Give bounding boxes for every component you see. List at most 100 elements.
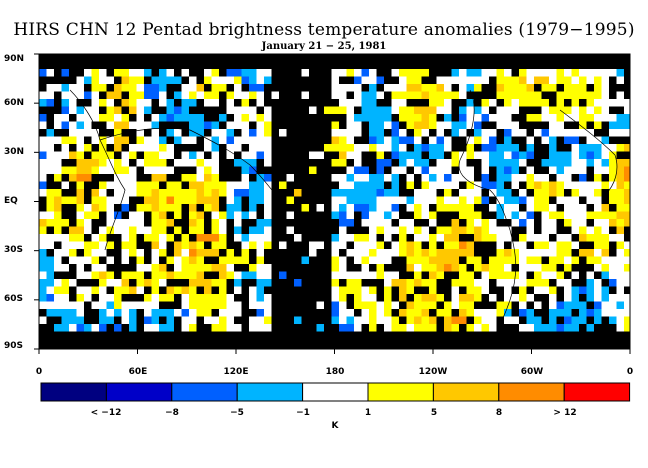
anomaly-cell — [556, 181, 564, 189]
anomaly-cell — [571, 136, 579, 144]
anomaly-cell — [249, 196, 257, 204]
anomaly-cell — [444, 264, 452, 272]
anomaly-cell — [39, 136, 47, 144]
anomaly-cell — [601, 159, 609, 167]
anomaly-cell — [466, 114, 474, 122]
anomaly-cell — [504, 301, 512, 309]
anomaly-cell — [586, 279, 594, 287]
anomaly-cell — [421, 69, 429, 77]
anomaly-cell — [159, 324, 167, 332]
anomaly-cell — [76, 211, 84, 219]
anomaly-cell — [69, 324, 77, 332]
anomaly-cell — [174, 114, 182, 122]
anomaly-cell — [444, 181, 452, 189]
anomaly-cell — [346, 211, 354, 219]
anomaly-cell — [76, 204, 84, 212]
anomaly-cell — [444, 84, 452, 92]
anomaly-cell — [594, 91, 602, 99]
anomaly-cell — [444, 256, 452, 264]
anomaly-cell — [594, 174, 602, 182]
anomaly-cell — [541, 84, 549, 92]
anomaly-cell — [39, 91, 47, 99]
anomaly-cell — [564, 174, 572, 182]
anomaly-cell — [489, 114, 497, 122]
anomaly-cell — [196, 294, 204, 302]
anomaly-cell — [459, 226, 467, 234]
anomaly-cell — [181, 196, 189, 204]
anomaly-cell — [361, 264, 369, 272]
anomaly-cell — [136, 91, 144, 99]
anomaly-cell — [511, 166, 519, 174]
anomaly-cell — [609, 189, 617, 197]
anomaly-cell — [481, 316, 489, 324]
anomaly-cell — [436, 226, 444, 234]
anomaly-cell — [624, 309, 630, 317]
anomaly-cell — [496, 151, 504, 159]
anomaly-cell — [106, 166, 114, 174]
anomaly-cell — [226, 301, 234, 309]
anomaly-cell — [459, 309, 467, 317]
anomaly-cell — [204, 264, 212, 272]
anomaly-cell — [579, 181, 587, 189]
anomaly-cell — [264, 121, 272, 129]
anomaly-cell — [159, 151, 167, 159]
anomaly-cell — [144, 204, 152, 212]
anomaly-cell — [286, 211, 294, 219]
anomaly-cell — [466, 121, 474, 129]
anomaly-cell — [571, 106, 579, 114]
anomaly-cell — [571, 316, 579, 324]
anomaly-cell — [406, 196, 414, 204]
anomaly-cell — [399, 151, 407, 159]
anomaly-cell — [219, 211, 227, 219]
anomaly-cell — [249, 286, 257, 294]
anomaly-cell — [76, 174, 84, 182]
anomaly-cell — [556, 166, 564, 174]
anomaly-cell — [451, 301, 459, 309]
anomaly-cell — [436, 84, 444, 92]
anomaly-cell — [129, 91, 137, 99]
anomaly-cell — [616, 324, 624, 332]
anomaly-cell — [511, 204, 519, 212]
anomaly-cell — [129, 324, 137, 332]
anomaly-cell — [219, 316, 227, 324]
anomaly-cell — [136, 129, 144, 137]
anomaly-cell — [144, 136, 152, 144]
anomaly-cell — [339, 69, 347, 77]
anomaly-cell — [466, 204, 474, 212]
anomaly-cell — [166, 189, 174, 197]
anomaly-cell — [391, 166, 399, 174]
anomaly-cell — [376, 316, 384, 324]
anomaly-cell — [241, 114, 249, 122]
anomaly-cell — [219, 76, 227, 84]
anomaly-cell — [294, 234, 302, 242]
anomaly-cell — [121, 219, 129, 227]
anomaly-cell — [226, 309, 234, 317]
anomaly-cell — [504, 159, 512, 167]
anomaly-cell — [264, 219, 272, 227]
anomaly-cell — [39, 264, 47, 272]
anomaly-cell — [391, 69, 399, 77]
anomaly-cell — [84, 91, 92, 99]
anomaly-cell — [399, 114, 407, 122]
anomaly-cell — [174, 196, 182, 204]
anomaly-cell — [369, 301, 377, 309]
anomaly-cell — [144, 121, 152, 129]
anomaly-cell — [354, 84, 362, 92]
anomaly-cell — [511, 99, 519, 107]
anomaly-cell — [361, 114, 369, 122]
anomaly-cell — [489, 204, 497, 212]
anomaly-cell — [579, 204, 587, 212]
anomaly-cell — [429, 279, 437, 287]
anomaly-cell — [121, 69, 129, 77]
anomaly-cell — [279, 241, 287, 249]
anomaly-cell — [616, 286, 624, 294]
anomaly-cell — [166, 196, 174, 204]
anomaly-cell — [106, 114, 114, 122]
anomaly-cell — [61, 294, 69, 302]
anomaly-cell — [504, 136, 512, 144]
anomaly-cell — [76, 234, 84, 242]
anomaly-cell — [376, 196, 384, 204]
anomaly-cell — [496, 91, 504, 99]
anomaly-cell — [421, 181, 429, 189]
anomaly-cell — [571, 219, 579, 227]
